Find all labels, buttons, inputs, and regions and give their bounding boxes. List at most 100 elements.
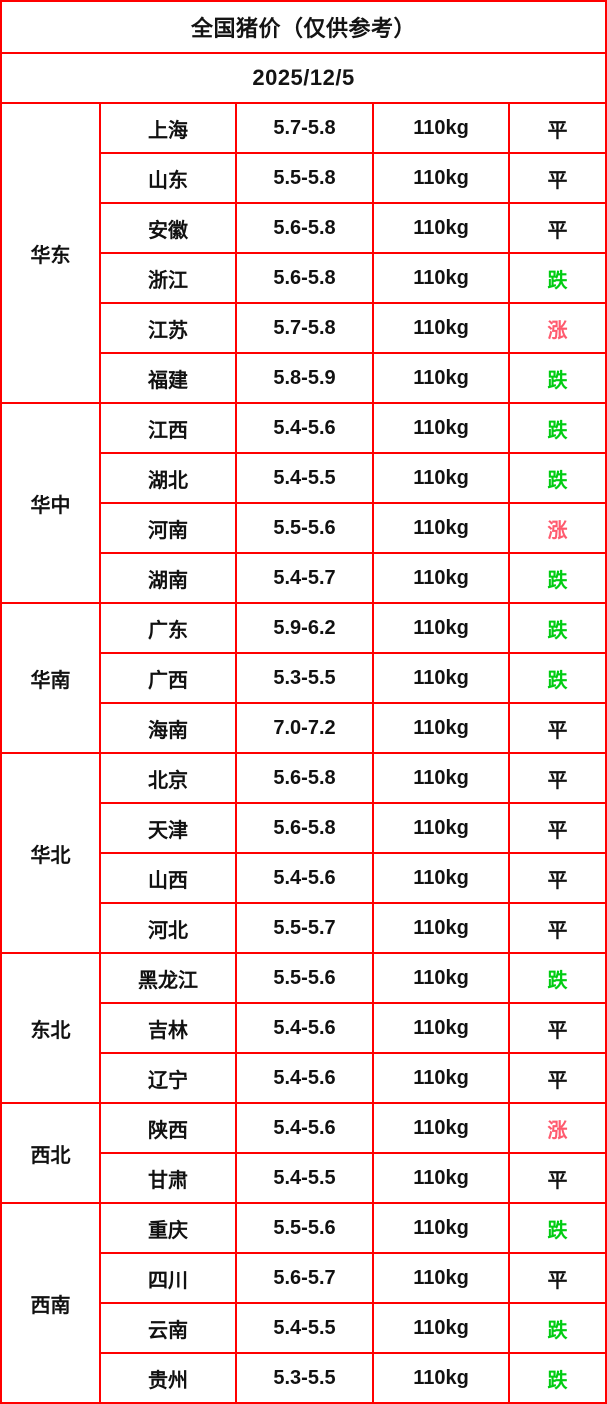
- price-cell: 5.5-5.6: [235, 1202, 374, 1254]
- province-cell: 上海: [99, 102, 237, 154]
- province-cell: 安徽: [99, 202, 237, 254]
- weight-cell: 110kg: [372, 202, 510, 254]
- trend-cell: 跌: [507, 952, 607, 1004]
- region-cell: 东北: [0, 952, 101, 1104]
- weight-cell: 110kg: [372, 702, 510, 754]
- province-cell: 贵州: [99, 1352, 237, 1404]
- province-cell: 福建: [99, 352, 237, 404]
- weight-cell: 110kg: [372, 152, 510, 204]
- price-cell: 5.5-5.6: [235, 502, 374, 554]
- weight-cell: 110kg: [372, 1302, 510, 1354]
- weight-cell: 110kg: [372, 352, 510, 404]
- province-cell: 湖北: [99, 452, 237, 504]
- table-row: 河南 5.5-5.6 110kg 涨: [1, 502, 607, 554]
- table-row: 海南 7.0-7.2 110kg 平: [1, 702, 607, 754]
- price-cell: 5.4-5.5: [235, 1152, 374, 1204]
- trend-cell: 平: [507, 852, 607, 904]
- trend-cell: 跌: [507, 402, 607, 454]
- weight-cell: 110kg: [372, 1352, 510, 1404]
- table-row: 东北 黑龙江 5.5-5.6 110kg 跌: [0, 952, 607, 1104]
- price-cell: 5.7-5.8: [235, 302, 374, 354]
- trend-cell: 跌: [507, 652, 607, 704]
- table-row: 广西 5.3-5.5 110kg 跌: [1, 652, 607, 704]
- price-cell: 5.3-5.5: [235, 1352, 374, 1404]
- region-cell: 华北: [0, 752, 101, 954]
- table-row: 西北 陕西 5.4-5.6 110kg 涨: [0, 1102, 607, 1204]
- trend-cell: 平: [507, 702, 607, 754]
- province-cell: 广西: [99, 652, 237, 704]
- trend-cell: 平: [507, 1052, 607, 1104]
- province-cell: 北京: [99, 752, 237, 804]
- price-cell: 5.4-5.6: [235, 1052, 374, 1104]
- province-cell: 云南: [99, 1302, 237, 1354]
- table-row: 天津 5.6-5.8 110kg 平: [1, 802, 607, 854]
- weight-cell: 110kg: [372, 552, 510, 604]
- province-cell: 天津: [99, 802, 237, 854]
- province-cell: 吉林: [99, 1002, 237, 1054]
- province-cell: 江西: [99, 402, 237, 454]
- price-cell: 5.8-5.9: [235, 352, 374, 404]
- weight-cell: 110kg: [372, 802, 510, 854]
- trend-cell: 平: [507, 1252, 607, 1304]
- weight-cell: 110kg: [372, 252, 510, 304]
- weight-cell: 110kg: [372, 1002, 510, 1054]
- trend-cell: 跌: [507, 1352, 607, 1404]
- table-row: 华东 上海 5.7-5.8 110kg 平: [0, 102, 607, 404]
- table-date-row: 2025/12/5: [0, 52, 607, 104]
- price-cell: 5.7-5.8: [235, 102, 374, 154]
- table-row: 四川 5.6-5.7 110kg 平: [1, 1252, 607, 1304]
- trend-cell: 平: [507, 152, 607, 204]
- province-cell: 重庆: [99, 1202, 237, 1254]
- table-row: 湖南 5.4-5.7 110kg 跌: [1, 552, 607, 604]
- price-cell: 5.4-5.6: [235, 1002, 374, 1054]
- price-cell: 5.4-5.7: [235, 552, 374, 604]
- region-cell: 华中: [0, 402, 101, 604]
- region-cell: 西南: [0, 1202, 101, 1404]
- region-cell: 西北: [0, 1102, 101, 1204]
- weight-cell: 110kg: [372, 752, 510, 804]
- weight-cell: 110kg: [372, 952, 510, 1004]
- trend-cell: 涨: [507, 1102, 607, 1154]
- weight-cell: 110kg: [372, 1152, 510, 1204]
- weight-cell: 110kg: [372, 1102, 510, 1154]
- price-cell: 5.6-5.8: [235, 252, 374, 304]
- province-cell: 辽宁: [99, 1052, 237, 1104]
- weight-cell: 110kg: [372, 902, 510, 954]
- price-cell: 5.5-5.7: [235, 902, 374, 954]
- trend-cell: 平: [507, 752, 607, 804]
- table-row: 福建 5.8-5.9 110kg 跌: [1, 352, 607, 404]
- table-row: 西南 重庆 5.5-5.6 110kg 跌: [0, 1202, 607, 1404]
- table-row: 安徽 5.6-5.8 110kg 平: [1, 202, 607, 254]
- table-row: 山东 5.5-5.8 110kg 平: [1, 152, 607, 204]
- table-body: 华东 上海 5.7-5.8 110kg 平山东 5.5-5.8 110kg 平安徽 5.6-5.…: [0, 102, 607, 1404]
- province-cell: 湖南: [99, 552, 237, 604]
- trend-cell: 平: [507, 1002, 607, 1054]
- province-cell: 广东: [99, 602, 237, 654]
- province-cell: 江苏: [99, 302, 237, 354]
- province-cell: 浙江: [99, 252, 237, 304]
- table-row: 华北 北京 5.6-5.8 110kg 平: [0, 752, 607, 954]
- province-cell: 四川: [99, 1252, 237, 1304]
- price-cell: 5.4-5.6: [235, 852, 374, 904]
- trend-cell: 跌: [507, 602, 607, 654]
- weight-cell: 110kg: [372, 502, 510, 554]
- table-row: 河北 5.5-5.7 110kg 平: [1, 902, 607, 954]
- page-title: 全国猪价（仅供参考）: [0, 0, 607, 54]
- table-title-row: 全国猪价（仅供参考）: [0, 0, 607, 54]
- price-cell: 5.9-6.2: [235, 602, 374, 654]
- trend-cell: 涨: [507, 302, 607, 354]
- province-cell: 甘肃: [99, 1152, 237, 1204]
- trend-cell: 平: [507, 202, 607, 254]
- weight-cell: 110kg: [372, 102, 510, 154]
- weight-cell: 110kg: [372, 1252, 510, 1304]
- weight-cell: 110kg: [372, 852, 510, 904]
- table-row: 湖北 5.4-5.5 110kg 跌: [1, 452, 607, 504]
- trend-cell: 平: [507, 102, 607, 154]
- weight-cell: 110kg: [372, 452, 510, 504]
- weight-cell: 110kg: [372, 1052, 510, 1104]
- table-row: 山西 5.4-5.6 110kg 平: [1, 852, 607, 904]
- table-row: 江苏 5.7-5.8 110kg 涨: [1, 302, 607, 354]
- weight-cell: 110kg: [372, 402, 510, 454]
- price-cell: 5.6-5.8: [235, 752, 374, 804]
